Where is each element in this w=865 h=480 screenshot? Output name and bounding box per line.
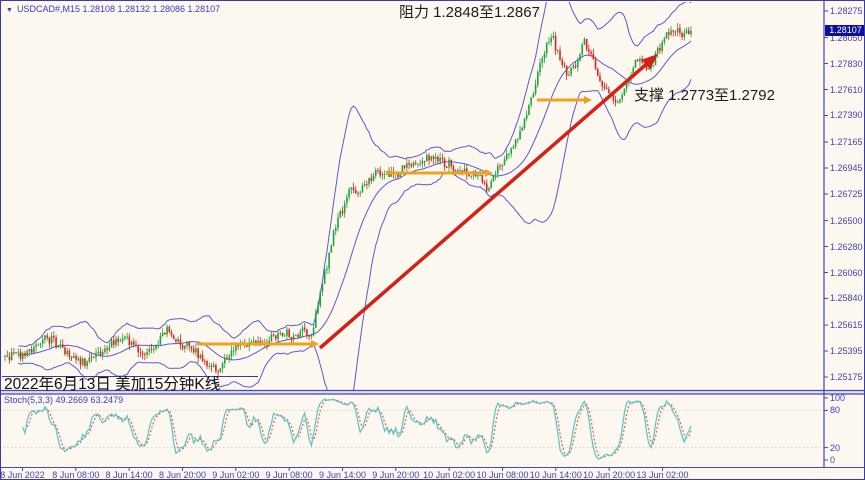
time-axis-label: 9 Jun 14:00: [318, 470, 366, 480]
stoch-axis-label: 20: [830, 442, 841, 453]
price-axis-label: 1.28050: [830, 32, 863, 43]
time-axis-label: 9 Jun 08:00: [265, 470, 313, 480]
time-axis-label: 8 Jun 14:00: [105, 470, 153, 480]
current-price-tag: 1.28107: [825, 25, 864, 37]
symbol-dropdown-icon[interactable]: ▼: [6, 7, 13, 14]
symbol-quote-line: ▼ USDCAD#,M15 1.28108 1.28132 1.28086 1.2…: [6, 4, 220, 16]
stoch-axis-label: 0: [830, 455, 836, 465]
time-axis-label: 8 Jun 20:00: [158, 470, 207, 480]
resistance-annotation: 阻力 1.2848至1.2867: [399, 4, 540, 21]
price-axis-label: 1.26060: [830, 267, 863, 278]
trend-arrows-layer: [197, 54, 658, 350]
time-axis-label: 10 Jun 20:00: [583, 470, 636, 480]
price-axis-label: 1.27830: [830, 58, 863, 69]
price-axis-label: 1.27165: [830, 137, 863, 148]
price-axis-label: 1.26945: [830, 163, 863, 174]
price-axis-label: 1.25395: [830, 346, 863, 356]
bollinger-layer: [18, 2, 692, 390]
stoch-indicator-label: Stoch(5,3,3) 49.2669 63.2479: [4, 395, 124, 405]
price-axis-label: 1.25615: [830, 320, 863, 331]
price-axis-label: 1.26500: [830, 215, 863, 226]
stoch-axis-label: 100: [830, 393, 846, 403]
time-axis-label: 9 Jun 02:00: [212, 470, 260, 480]
stoch-axis-label: 80: [830, 405, 841, 416]
time-axis-label: 9 Jun 20:00: [372, 470, 420, 480]
price-axis-label: 1.25840: [830, 293, 863, 304]
time-axis-label: 8 Jun 2022: [0, 470, 45, 480]
stoch-levels-layer: [3, 409, 823, 449]
time-axis-label: 8 Jun 08:00: [52, 470, 100, 480]
stochastic-layer: [22, 398, 692, 460]
price-axis-label: 1.27610: [830, 84, 863, 95]
time-axis-label: 10 Jun 14:00: [529, 470, 582, 480]
price-axis-label: 1.25175: [830, 371, 863, 382]
price-axis-label: 1.26725: [830, 188, 863, 199]
chart-title-annotation: 2022年6月13日 美加15分钟K线: [4, 375, 221, 393]
time-axis-label: 10 Jun 02:00: [423, 470, 476, 480]
support-annotation: 支撑 1.2773至1.2792: [634, 87, 775, 104]
time-axis-label: 13 Jun 02:00: [636, 470, 689, 480]
symbol-quote-text: USDCAD#,M15 1.28108 1.28132 1.28086 1.28…: [16, 4, 221, 14]
price-axis-label: 1.28275: [830, 6, 863, 16]
time-axis-label: 10 Jun 08:00: [476, 470, 529, 480]
price-axis-label: 1.26280: [830, 241, 863, 252]
price-axis-label: 1.27390: [830, 110, 863, 121]
frame-layer: [1, 1, 864, 471]
